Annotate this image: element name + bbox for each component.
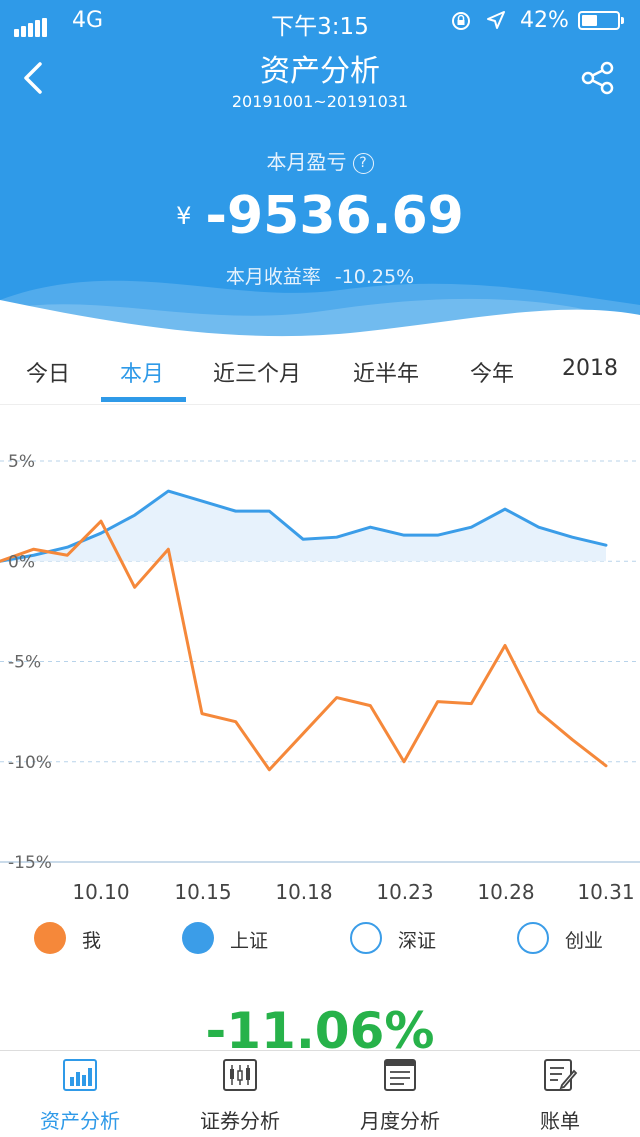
x-tick-label: 10.15 — [174, 880, 231, 904]
period-tabs: 今日 本月 近三个月 近半年 今年 2018 — [0, 340, 640, 405]
calendar-report-icon — [384, 1059, 416, 1091]
monthly-pl-amount: -9536.69 — [205, 186, 464, 246]
tab-half-year[interactable]: 近半年 — [353, 362, 420, 387]
shanghai-area — [0, 491, 606, 562]
share-button[interactable] — [580, 60, 616, 96]
series-line-shanghai — [0, 489, 608, 563]
x-tick-label: 10.23 — [376, 880, 433, 904]
currency-symbol: ¥ — [176, 202, 192, 230]
x-tick-label: 10.10 — [72, 880, 129, 904]
legend-chinext-dot — [517, 922, 549, 954]
nav-asset-analysis-label: 资产分析 — [40, 1109, 120, 1133]
return-rate-label: 本月收益率 — [225, 266, 321, 288]
monthly-pl-label-text: 本月盈亏 — [266, 150, 347, 174]
legend-shanghai[interactable]: 上证 — [182, 920, 292, 960]
legend-chinext-label: 创业 — [565, 930, 604, 952]
nav-asset-analysis[interactable]: 资产分析 — [0, 1051, 160, 1137]
signal-icon — [14, 12, 49, 37]
status-bar: 4G 下午3:15 42% — [0, 0, 640, 40]
tab-three-months[interactable]: 近三个月 — [213, 362, 302, 387]
battery-percent: 42% — [520, 8, 569, 33]
legend-me-dot — [34, 922, 66, 954]
status-time: 下午3:15 — [271, 14, 369, 40]
tab-today[interactable]: 今日 — [26, 362, 71, 387]
nav-security-analysis-label: 证券分析 — [200, 1109, 280, 1133]
legend-shanghai-dot — [182, 922, 214, 954]
header-wave — [0, 280, 640, 340]
legend-me-label: 我 — [82, 930, 102, 952]
date-range: 20191001~20191031 — [231, 92, 409, 111]
monthly-return-rate: 本月收益率 -10.25% — [0, 262, 640, 289]
carrier-label: 4G — [72, 8, 104, 33]
nav-monthly-analysis[interactable]: 月度分析 — [320, 1051, 480, 1137]
battery-icon — [578, 11, 624, 30]
nav-bill-label: 账单 — [540, 1109, 580, 1133]
legend-shenzhen-label: 深证 — [398, 930, 437, 952]
tab-this-year[interactable]: 今年 — [470, 362, 515, 387]
location-arrow-icon — [487, 11, 505, 29]
tab-this-month[interactable]: 本月 — [120, 362, 165, 387]
bottom-nav: 资产分析 证券分析 月度分析 账单 — [0, 1050, 640, 1137]
nav-bill[interactable]: 账单 — [480, 1051, 640, 1137]
x-tick-label: 10.18 — [275, 880, 332, 904]
legend-me[interactable]: 我 — [34, 920, 134, 960]
legend-shenzhen[interactable]: 深证 — [350, 920, 460, 960]
rotation-lock-icon — [452, 12, 470, 30]
header: 4G 下午3:15 42% 资产分析 20191001~20191031 本月盈… — [0, 0, 640, 340]
bill-edit-icon — [544, 1059, 578, 1091]
series-line-me — [0, 519, 608, 772]
legend-shanghai-label: 上证 — [230, 930, 269, 952]
help-icon[interactable]: ? — [352, 153, 374, 174]
nav-monthly-analysis-label: 月度分析 — [360, 1109, 440, 1133]
y-tick-label: -10% — [8, 753, 52, 773]
legend-chinext[interactable]: 创业 — [517, 920, 627, 960]
y-tick-label: -15% — [8, 853, 52, 873]
y-tick-label: 0% — [8, 552, 35, 572]
legend-shenzhen-dot — [350, 922, 382, 954]
return-rate-value: -10.25% — [334, 266, 415, 288]
candlestick-icon — [223, 1059, 257, 1091]
back-button[interactable] — [18, 58, 50, 98]
active-tab-indicator — [101, 397, 186, 402]
page-title: 资产分析 — [260, 54, 380, 89]
nav-security-analysis[interactable]: 证券分析 — [160, 1051, 320, 1137]
bar-chart-icon — [63, 1059, 97, 1091]
y-tick-label: 5% — [8, 452, 35, 472]
monthly-pl-value: ¥ -9536.69 — [0, 186, 640, 246]
y-tick-label: -5% — [8, 653, 41, 673]
monthly-pl-label: 本月盈亏? — [0, 146, 640, 175]
performance-chart[interactable]: 5% 0% -5% -10% -15% 10.10 10.15 10.18 10.23 10.28… — [0, 405, 640, 905]
x-tick-label: 10.31 — [577, 880, 634, 904]
tab-2018[interactable]: 2018 — [562, 356, 618, 381]
x-tick-label: 10.28 — [477, 880, 534, 904]
